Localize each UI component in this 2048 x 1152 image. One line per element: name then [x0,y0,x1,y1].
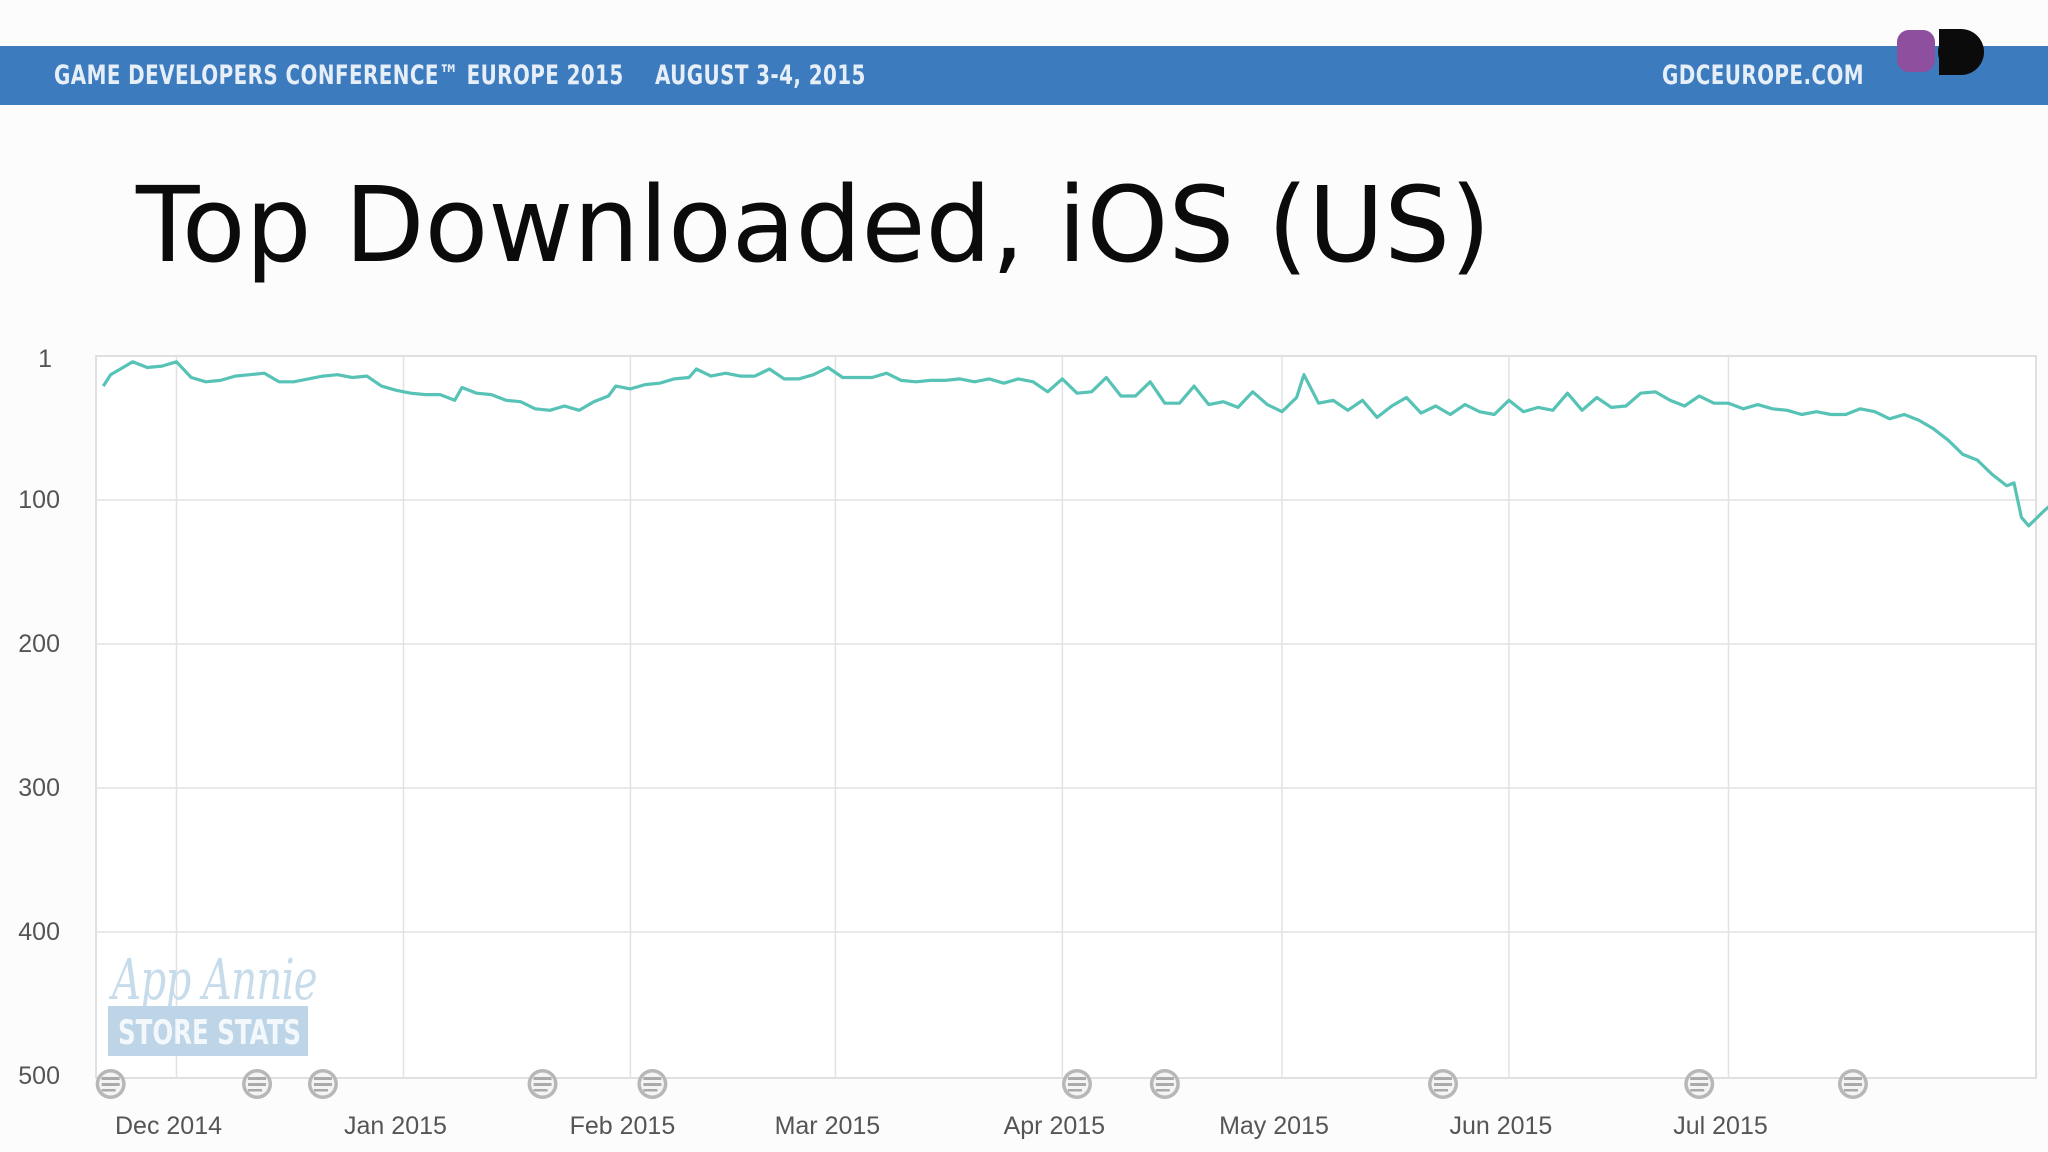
note-marker-icon[interactable] [307,1069,338,1099]
watermark-badge-text: STORE STATS [118,1013,302,1053]
note-marker-icon[interactable] [637,1069,668,1099]
event-name: GAME DEVELOPERS CONFERENCE™ EUROPE 2015 [54,60,624,91]
note-marker-icon[interactable] [242,1069,273,1099]
x-tick-label: Mar 2015 [775,1112,881,1140]
app-annie-watermark: App Annie STORE STATS [108,948,318,1060]
x-tick-label: Apr 2015 [1004,1112,1105,1140]
x-tick-label: Jan 2015 [344,1112,447,1140]
x-tick-label: Feb 2015 [570,1112,676,1140]
x-tick-label: Jun 2015 [1449,1112,1552,1140]
rank-series-line [101,360,2048,528]
note-marker-icon[interactable] [1684,1069,1715,1099]
y-tick-label: 300 [18,774,60,802]
plot-area [95,355,2037,1079]
event-dates: AUGUST 3-4, 2015 [655,60,866,91]
y-tick-label: 1 [38,345,52,373]
y-axis-labels: 1 100 200 300 400 500 [18,345,60,1090]
watermark-brand: App Annie [112,948,318,1013]
conference-banner: GAME DEVELOPERS CONFERENCE™ EUROPE 2015 … [0,46,2048,105]
note-markers [95,1069,1868,1099]
note-marker-icon[interactable] [1428,1069,1459,1099]
y-tick-label: 400 [18,918,60,946]
gdc-logo-icon [1897,29,1984,75]
x-axis-labels: Dec 2014 Jan 2015 Feb 2015 Mar 2015 Apr 2015… [115,1112,1768,1140]
note-marker-icon[interactable] [1061,1069,1092,1099]
watermark-badge: STORE STATS [108,1006,308,1056]
note-marker-icon[interactable] [95,1069,126,1099]
y-tick-label: 100 [18,486,60,514]
slide-title: Top Downloaded, iOS (US) [136,164,1491,286]
website-link[interactable]: GDCEUROPE.COM [1662,60,1865,91]
note-marker-icon[interactable] [1149,1069,1180,1099]
x-tick-label: Dec 2014 [115,1112,222,1140]
note-marker-icon[interactable] [527,1069,558,1099]
x-tick-label: May 2015 [1219,1112,1329,1140]
y-tick-label: 500 [18,1062,60,1090]
note-marker-icon[interactable] [1837,1069,1868,1099]
y-tick-label: 200 [18,630,60,658]
x-tick-label: Jul 2015 [1673,1112,1768,1140]
chart-grid [95,355,2037,1079]
